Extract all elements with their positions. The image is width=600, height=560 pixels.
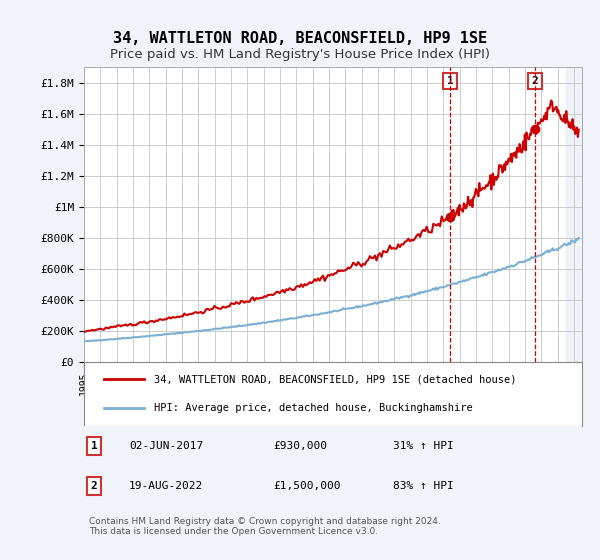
Text: 19-AUG-2022: 19-AUG-2022: [129, 481, 203, 491]
Text: 31% ↑ HPI: 31% ↑ HPI: [393, 441, 454, 451]
Text: £1,500,000: £1,500,000: [273, 481, 341, 491]
Text: £930,000: £930,000: [273, 441, 327, 451]
Text: 2: 2: [91, 481, 97, 491]
Text: Price paid vs. HM Land Registry's House Price Index (HPI): Price paid vs. HM Land Registry's House …: [110, 48, 490, 60]
Text: 2: 2: [532, 76, 539, 86]
Text: 02-JUN-2017: 02-JUN-2017: [129, 441, 203, 451]
Text: Contains HM Land Registry data © Crown copyright and database right 2024.
This d: Contains HM Land Registry data © Crown c…: [89, 517, 441, 536]
Bar: [566, 67, 582, 362]
Text: HPI: Average price, detached house, Buckinghamshire: HPI: Average price, detached house, Buck…: [154, 403, 472, 413]
Text: 34, WATTLETON ROAD, BEACONSFIELD, HP9 1SE (detached house): 34, WATTLETON ROAD, BEACONSFIELD, HP9 1S…: [154, 375, 516, 385]
Text: 1: 1: [91, 441, 97, 451]
Text: 83% ↑ HPI: 83% ↑ HPI: [393, 481, 454, 491]
Text: 34, WATTLETON ROAD, BEACONSFIELD, HP9 1SE: 34, WATTLETON ROAD, BEACONSFIELD, HP9 1S…: [113, 31, 487, 46]
Text: 1: 1: [446, 76, 454, 86]
